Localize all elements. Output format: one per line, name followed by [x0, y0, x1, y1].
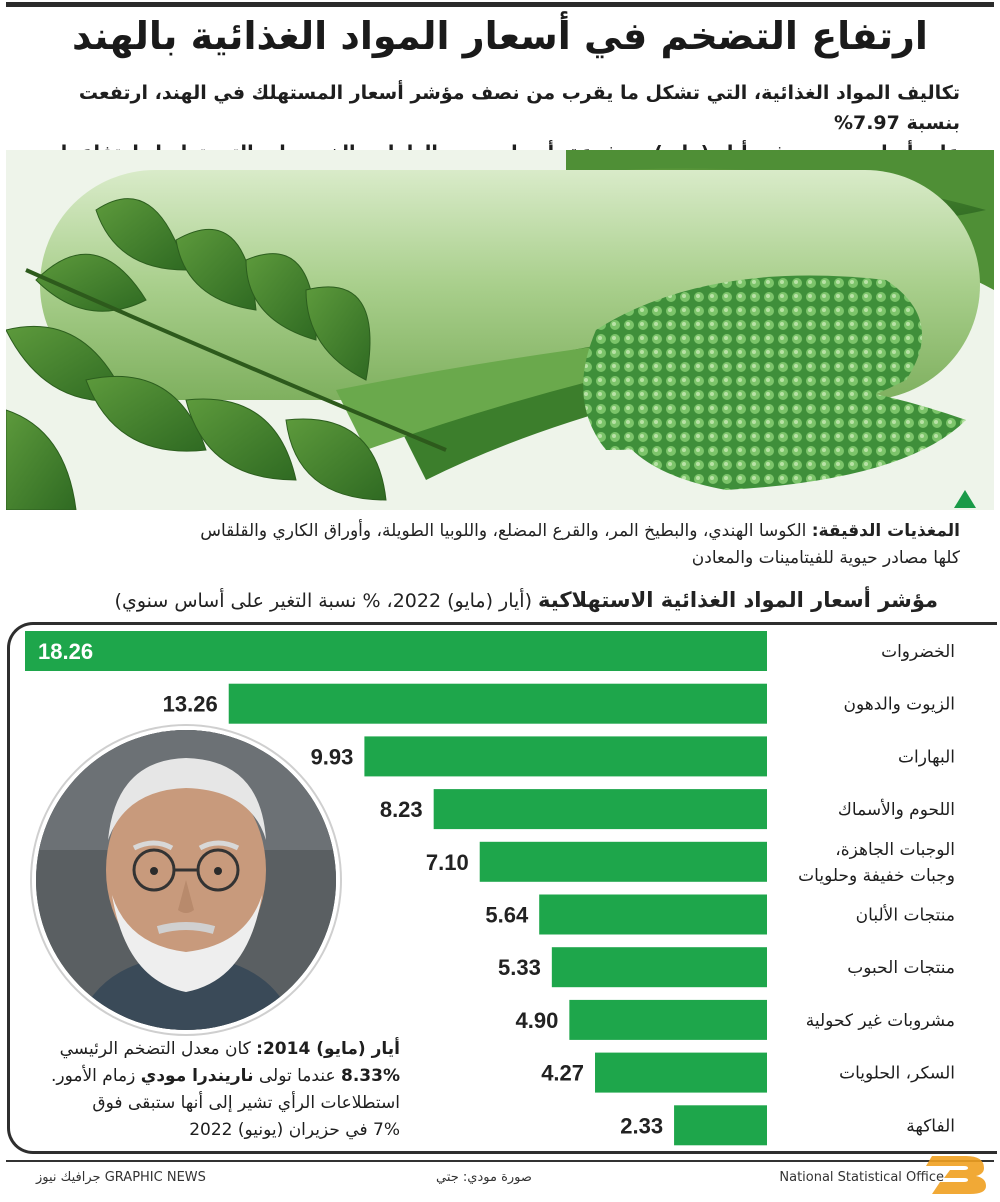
note-name: ناريندرا مودي: [140, 1066, 254, 1086]
inflation-note: أيار (مايو) 2014: كان معدل التضخم الرئيس…: [40, 1036, 400, 1144]
note-percent: 8.33%: [341, 1066, 400, 1086]
top-rule: [6, 2, 994, 7]
note-text-1: كان معدل التضخم الرئيسي: [59, 1039, 257, 1059]
chart-frame: [7, 622, 997, 1154]
triangle-up-icon: [954, 490, 976, 508]
vegetables-illustration: [6, 150, 994, 510]
note-lead: أيار (مايو) 2014:: [256, 1039, 400, 1059]
chart-title-rest: (أيار (مايو) 2022، % نسبة التغير على أسا…: [114, 590, 539, 612]
page-title: ارتفاع التضخم في أسعار المواد الغذائية ب…: [72, 14, 928, 58]
chart-title: مؤشر أسعار المواد الغذائية الاستهلاكية (…: [40, 588, 938, 612]
note-text-5: 7% في حزيران (يونيو) 2022: [189, 1120, 400, 1140]
modi-portrait: [36, 730, 336, 1030]
footer-photo-credit: صورة مودي: جتي: [436, 1170, 532, 1185]
intro-line-1: تكاليف المواد الغذائية، التي تشكل ما يقر…: [78, 82, 960, 134]
portrait-illustration: [36, 730, 336, 1030]
note-text-4: استطلاعات الرأي تشير إلى أنها ستبقى فوق: [92, 1093, 400, 1113]
note-text-3: زمام الأمور.: [50, 1066, 141, 1086]
caption-line-1: الكوسا الهندي، والبطيخ المر، والقرع المض…: [200, 521, 812, 541]
caption-line-2: كلها مصادر حيوية للفيتامينات والمعادن: [691, 548, 960, 568]
photo-caption: المغذيات الدقيقة: الكوسا الهندي، والبطيخ…: [70, 518, 960, 572]
footer-brand: GRAPHIC NEWS جرافيك نيوز: [36, 1170, 206, 1185]
note-text-2: عندما تولى: [253, 1066, 342, 1086]
caption-lead: المغذيات الدقيقة:: [811, 521, 960, 541]
chart-title-bold: مؤشر أسعار المواد الغذائية الاستهلاكية: [538, 588, 938, 612]
footer: GRAPHIC NEWS جرافيك نيوز صورة مودي: جتي …: [6, 1160, 994, 1192]
vegetables-photo: [6, 150, 994, 510]
footer-source: National Statistical Office: [779, 1170, 944, 1185]
news-logo-icon: [926, 1156, 986, 1194]
